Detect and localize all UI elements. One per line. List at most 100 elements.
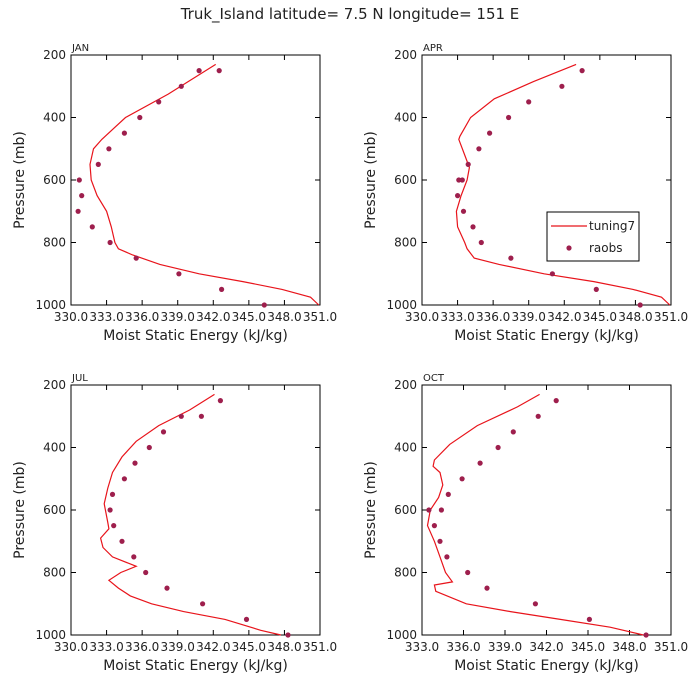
raobs-point (445, 491, 451, 497)
raobs-point (460, 208, 467, 214)
raobs-point (431, 523, 437, 529)
y-axis-label: Pressure (mb) (363, 131, 379, 229)
y-tick-label: 800 (43, 236, 66, 250)
y-tick-label: 400 (394, 111, 417, 125)
raobs-point (95, 161, 101, 167)
tuning7-line-apr (455, 63, 671, 306)
legend-dot-swatch (566, 245, 572, 251)
raobs-point (459, 476, 465, 482)
x-tick-label: 351.0 (654, 310, 688, 324)
raobs-point (586, 616, 593, 623)
x-axis-label: Moist Static Energy (kJ/kg) (454, 328, 639, 344)
raobs-point (549, 271, 556, 277)
raobs-point (132, 460, 138, 466)
x-tick-label: 351.0 (303, 310, 337, 324)
month-label-jul: JUL (71, 373, 88, 384)
y-tick-label: 800 (394, 236, 417, 250)
x-tick-label: 351.0 (654, 640, 688, 654)
raobs-point (553, 398, 559, 404)
raobs-point (637, 302, 643, 308)
raobs-point (111, 523, 117, 529)
raobs-point (532, 601, 539, 607)
raobs-point (476, 146, 482, 152)
raobs-point (459, 177, 465, 183)
raobs-point (176, 271, 182, 277)
legend-label-tuning7: tuning7 (589, 219, 635, 233)
month-label-jan: JAN (71, 43, 89, 54)
x-axis-label: Moist Static Energy (kJ/kg) (103, 328, 288, 344)
x-tick-label: 348.0 (267, 640, 301, 654)
raobs-point (438, 507, 444, 513)
raobs-point (261, 302, 267, 308)
month-label-apr: APR (423, 43, 443, 54)
raobs-point (121, 130, 127, 136)
raobs-point (593, 286, 599, 292)
raobs-point (579, 68, 585, 74)
x-tick-label: 339.0 (512, 310, 546, 324)
y-tick-label: 600 (394, 503, 417, 517)
x-tick-label: 345.0 (583, 310, 617, 324)
raobs-point (465, 569, 471, 576)
raobs-point (106, 146, 112, 152)
raobs-point (217, 398, 223, 404)
raobs-point (196, 68, 202, 74)
x-tick-label: 348.0 (267, 310, 301, 324)
raobs-point (478, 239, 484, 246)
x-tick-label: 330.0 (405, 310, 439, 324)
y-tick-label: 400 (43, 441, 66, 455)
raobs-point (107, 239, 113, 246)
x-tick-label: 345.0 (232, 310, 266, 324)
raobs-point (216, 68, 222, 74)
y-tick-label: 200 (43, 48, 66, 62)
x-tick-label: 348.0 (618, 310, 652, 324)
x-axis-label: Moist Static Energy (kJ/kg) (454, 658, 639, 674)
y-tick-label: 1000 (35, 628, 66, 642)
y-tick-label: 600 (43, 173, 66, 187)
y-tick-label: 600 (43, 503, 66, 517)
x-tick-label: 336.0 (125, 640, 159, 654)
raobs-point (495, 444, 501, 451)
tuning7-line-oct (426, 393, 644, 636)
x-tick-label: 342.0 (196, 310, 230, 324)
raobs-point (455, 193, 461, 199)
month-label-oct: OCT (423, 373, 445, 384)
raobs-point (444, 554, 450, 560)
x-tick-label: 336.0 (446, 640, 480, 654)
y-tick-label: 600 (394, 173, 417, 187)
y-tick-label: 800 (394, 566, 417, 580)
x-tick-label: 333.0 (440, 310, 474, 324)
raobs-point (76, 177, 82, 183)
raobs-point (470, 224, 476, 230)
legend-label-raobs: raobs (589, 241, 623, 255)
y-tick-label: 200 (43, 378, 66, 392)
figure-title: Truk_Island latitude= 7.5 N longitude= 1… (180, 5, 520, 24)
x-tick-label: 333.0 (89, 310, 123, 324)
raobs-point (79, 193, 85, 199)
y-tick-label: 200 (394, 48, 417, 62)
x-tick-label: 339.0 (161, 310, 195, 324)
raobs-point (465, 161, 471, 167)
x-tick-label: 336.0 (125, 310, 159, 324)
x-tick-label: 333.0 (89, 640, 123, 654)
raobs-point (559, 83, 565, 89)
raobs-point (200, 601, 206, 607)
y-tick-label: 400 (394, 441, 417, 455)
raobs-point (508, 255, 514, 261)
raobs-point (219, 286, 225, 292)
plot-frame-jan (70, 54, 321, 306)
raobs-point (198, 413, 204, 419)
raobs-point (143, 569, 149, 576)
x-tick-label: 342.0 (196, 640, 230, 654)
tuning7-line-jul (99, 393, 282, 636)
raobs-point (121, 476, 127, 482)
y-axis-label: Pressure (mb) (12, 131, 28, 229)
raobs-point (178, 413, 184, 419)
x-tick-label: 333.0 (405, 640, 439, 654)
raobs-point (75, 208, 81, 214)
legend-box (546, 211, 640, 262)
